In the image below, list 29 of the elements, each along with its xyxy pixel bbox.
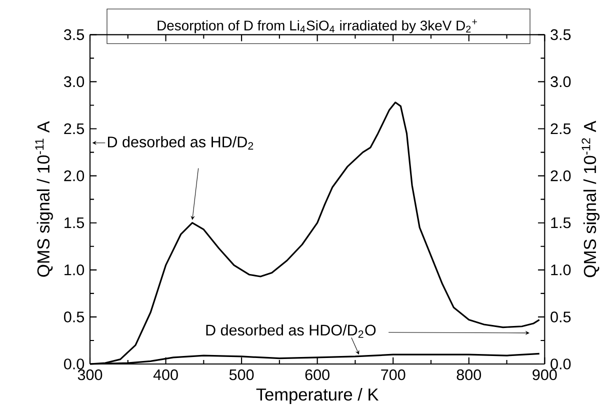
annotation: D desorbed as HDO/D$_{2}$O xyxy=(206,324,376,338)
y-tick-label: 2.5 xyxy=(64,123,84,134)
x-tick-label: 400 xyxy=(153,369,178,380)
y-tick-label: 3.5 xyxy=(64,29,84,40)
annotation: D desorbed as HD/D$_{2}$ xyxy=(108,136,254,150)
x-tick-label: 900 xyxy=(532,369,557,380)
y2-tick-label: 2.0 xyxy=(550,170,571,182)
y-tick-label: 1.5 xyxy=(64,218,84,228)
x-tick-label: 800 xyxy=(456,369,482,380)
y2-tick-label: 1.0 xyxy=(551,264,571,276)
x-tick-label: 500 xyxy=(229,369,254,380)
y2-tick-label: 3.5 xyxy=(550,29,571,40)
y2-tick-label: 1.5 xyxy=(551,218,571,228)
y-tick-label: 3.0 xyxy=(64,76,84,88)
y2-tick-label: 2.5 xyxy=(550,123,571,134)
x-axis-title: Temperature / K xyxy=(256,388,379,404)
y-tick-label: 0.0 xyxy=(64,358,84,370)
y2-tick-label: 3.0 xyxy=(550,76,571,88)
y-tick-label: 1.0 xyxy=(64,264,84,276)
y2-tick-label: 0.5 xyxy=(550,312,571,322)
x-tick-label: 600 xyxy=(305,369,330,380)
y2-tick-label: 0.0 xyxy=(550,358,571,370)
y2-axis-title: QMS signal / 10$^{-12}$ A xyxy=(582,120,600,278)
y-axis-title: QMS signal / 10$^{-11}$ A xyxy=(35,121,53,277)
chart-title: Desorption of D from Li$_{4}$SiO$_{4}$ irradiated by 3keV D$_{2}$+ xyxy=(158,19,477,34)
x-tick-label: 700 xyxy=(381,369,406,380)
x-tick-label: 300 xyxy=(78,369,102,380)
y-tick-label: 0.5 xyxy=(64,312,84,322)
y-tick-label: 2.0 xyxy=(64,170,84,182)
